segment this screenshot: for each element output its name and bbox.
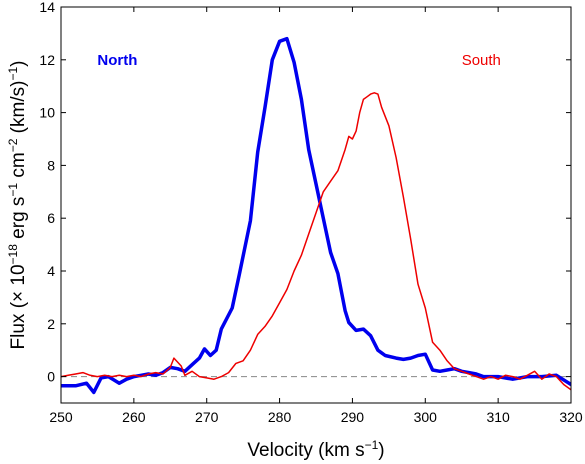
y-tick-label: 14 bbox=[39, 0, 55, 15]
y-tick-label: 8 bbox=[47, 157, 55, 173]
y-tick-label: 10 bbox=[39, 105, 55, 121]
y-axis-label-sup2: −1 bbox=[6, 183, 20, 197]
y-axis-label-mid3: (km/s) bbox=[8, 81, 29, 139]
x-axis-label: Velocity (km s−1) bbox=[247, 438, 384, 461]
x-axis-label-text: Velocity (km s bbox=[247, 440, 364, 461]
x-axis-label-close: ) bbox=[378, 440, 384, 461]
x-tick-label: 290 bbox=[341, 409, 365, 425]
x-tick-label: 300 bbox=[414, 409, 438, 425]
x-axis-label-sup: −1 bbox=[365, 438, 379, 452]
y-axis-label-mid1: erg s bbox=[8, 197, 29, 245]
series-label-south: South bbox=[462, 52, 501, 69]
y-axis-label-close: ) bbox=[8, 61, 29, 67]
y-tick-label: 0 bbox=[47, 369, 55, 385]
series-label-north: North bbox=[97, 52, 137, 69]
y-tick-label: 2 bbox=[47, 316, 55, 332]
y-axis-label-sup4: −1 bbox=[6, 67, 20, 81]
y-axis-label: Flux (× 10−18 erg s−1 cm−2 (km/s)−1) bbox=[6, 61, 29, 350]
y-axis-label-sup1: −18 bbox=[6, 244, 20, 265]
y-tick-label: 6 bbox=[47, 210, 55, 226]
x-tick-label: 280 bbox=[268, 409, 292, 425]
x-tick-label: 260 bbox=[122, 409, 146, 425]
y-axis-label-text: Flux (× 10 bbox=[8, 264, 29, 349]
y-tick-label: 4 bbox=[47, 263, 55, 279]
series-line-south bbox=[61, 92, 571, 391]
y-axis-label-sup3: −2 bbox=[6, 138, 20, 152]
x-tick-label: 320 bbox=[559, 409, 583, 425]
x-tick-label: 250 bbox=[49, 409, 73, 425]
y-tick-label: 12 bbox=[39, 52, 55, 68]
y-axis-label-mid2: cm bbox=[8, 152, 29, 183]
plot-frame bbox=[60, 6, 572, 404]
x-tick-label: 270 bbox=[195, 409, 219, 425]
x-tick-label: 310 bbox=[486, 409, 510, 425]
series-line-north bbox=[61, 36, 571, 395]
